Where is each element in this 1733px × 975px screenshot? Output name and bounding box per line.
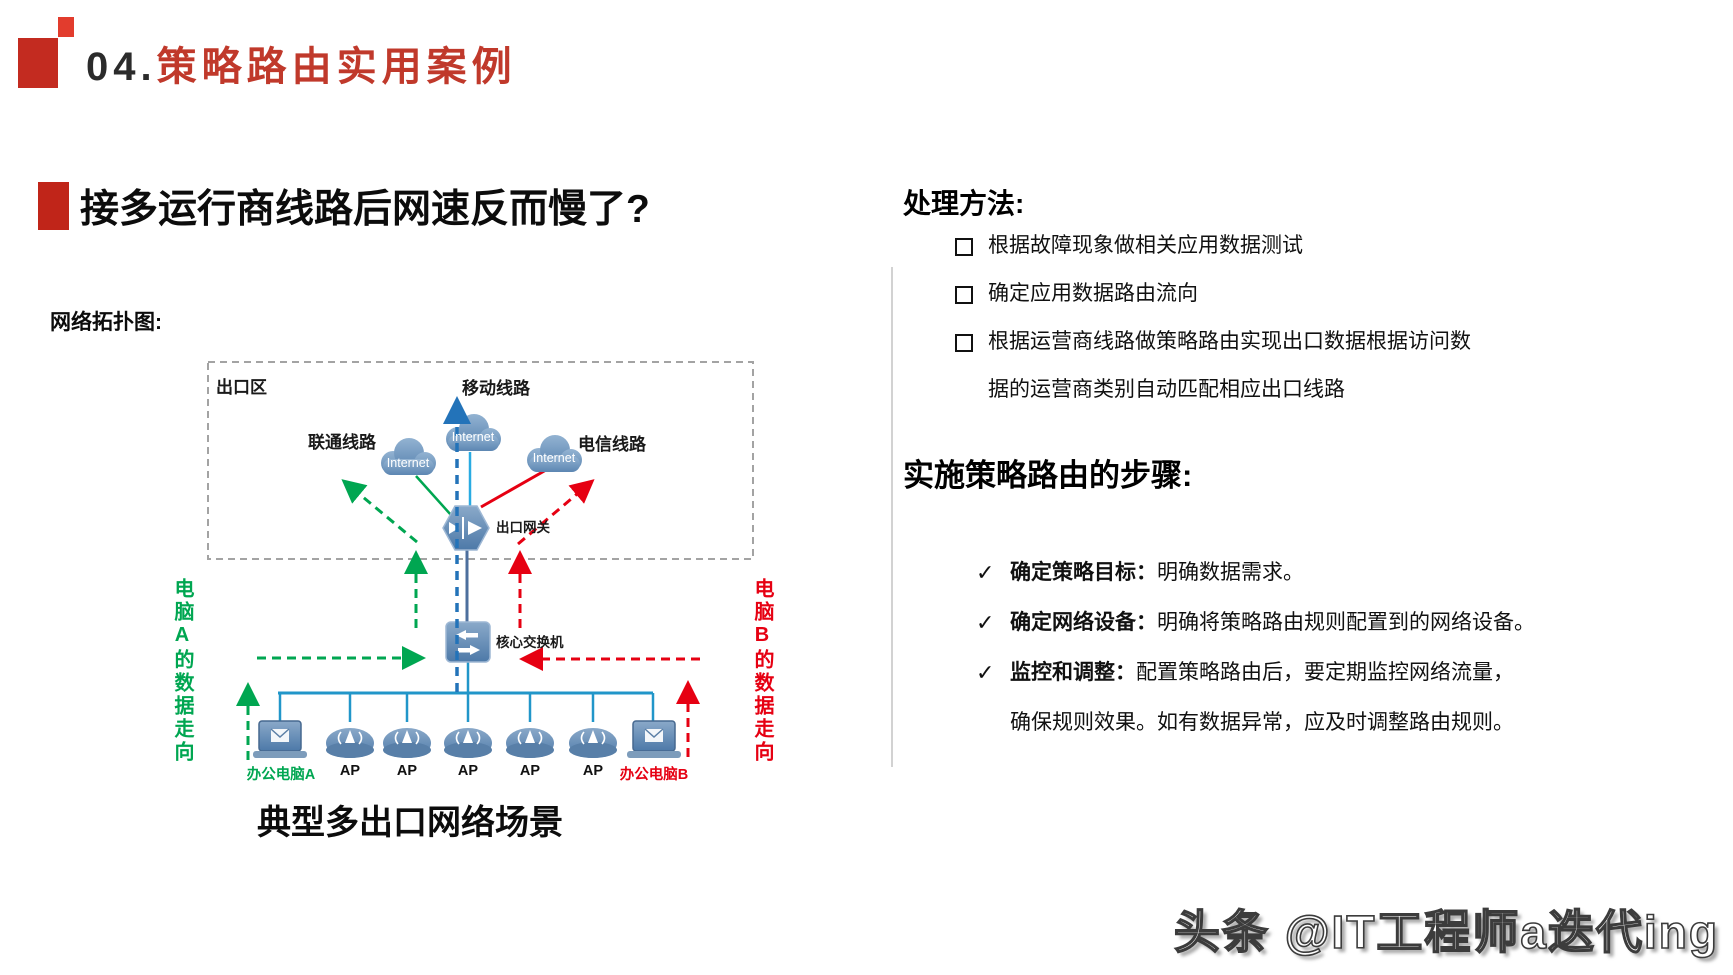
step-desc-line1: 配置策略路由后，要定期监控网络流量， — [1136, 661, 1514, 684]
device-drop-lines — [278, 693, 655, 722]
step-label: 监控和调整 — [1010, 661, 1115, 684]
topology-diagram — [207, 361, 754, 760]
heading-marker-square — [38, 182, 69, 230]
step-text: 监控和调整：配置策略路由后，要定期监控网络流量， 确保规则效果。如有数据异常，应及… — [1010, 648, 1545, 748]
check-icon: ✓ — [976, 610, 995, 635]
flow-a-arrows — [236, 479, 428, 760]
method-text-line2: 据的运营商类别自动匹配相应出口线路 — [988, 378, 1345, 401]
section-number: 04. — [86, 45, 157, 89]
internet-label-telecom: Internet — [532, 451, 576, 465]
gateway-icon — [442, 505, 490, 551]
diagram-caption: 典型多出口网络场景 — [257, 804, 563, 842]
internet-label-unicom: Internet — [386, 456, 430, 470]
page-title: 04.策略路由实用案例 — [86, 34, 517, 92]
methods-list: 根据故障现象做相关应用数据测试 确定应用数据路由流向 根据运营商线路做策略路由实… — [955, 222, 1535, 414]
laptop-a-icon — [253, 720, 307, 758]
device-label-ap5: AP — [582, 763, 604, 779]
step-text: 确定策略目标：明确数据需求。 — [1010, 548, 1545, 598]
gateway-label: 出口网关 — [496, 520, 550, 535]
device-label-ap4: AP — [519, 763, 541, 779]
square-bullet-icon — [955, 334, 973, 352]
exit-zone-label: 出口区 — [216, 378, 267, 397]
step-text: 确定网络设备：明确将策略路由规则配置到的网络设备。 — [1010, 598, 1545, 648]
topology-label: 网络拓扑图: — [50, 311, 162, 334]
step-desc-line2: 确保规则效果。如有数据异常，应及时调整路由规则。 — [1010, 711, 1514, 734]
watermark: 头条 @IT工程师a迭代ing — [1173, 905, 1719, 959]
step-desc: 明确数据需求。 — [1157, 561, 1304, 584]
telecom-line-label: 电信线路 — [578, 435, 646, 454]
square-bullet-icon — [955, 286, 973, 304]
steps-list: ✓ 确定策略目标：明确数据需求。 ✓ 确定网络设备：明确将策略路由规则配置到的网… — [976, 548, 1546, 748]
method-item: 确定应用数据路由流向 — [955, 270, 1535, 318]
exit-zone-box — [207, 361, 754, 560]
telecom-link-line — [480, 468, 547, 509]
square-bullet-icon — [955, 238, 973, 256]
check-icon: ✓ — [976, 560, 995, 585]
steps-title: 实施策略路由的步骤: — [903, 458, 1193, 493]
check-icon: ✓ — [976, 660, 995, 685]
step-desc: 明确将策略路由规则配置到的网络设备。 — [1157, 611, 1535, 634]
decor-square-small — [58, 17, 74, 37]
method-text: 根据运营商线路做策略路由实现出口数据根据访问数 据的运营商类别自动匹配相应出口线路 — [988, 318, 1528, 414]
device-label-ap1: AP — [339, 763, 361, 779]
flow-a-caption: 电脑A的数据走向 — [171, 578, 193, 764]
section-title: 策略路由实用案例 — [156, 45, 517, 89]
question-heading: 接多运行商线路后网速反而慢了? — [80, 188, 650, 231]
unicom-line-label: 联通线路 — [308, 433, 376, 452]
method-item: 根据运营商线路做策略路由实现出口数据根据访问数 据的运营商类别自动匹配相应出口线路 — [955, 318, 1535, 414]
device-label-ap3: AP — [457, 763, 479, 779]
method-item: 根据故障现象做相关应用数据测试 — [955, 222, 1535, 270]
method-text-line1: 根据运营商线路做策略路由实现出口数据根据访问数 — [988, 330, 1471, 353]
decor-square-big — [18, 38, 58, 88]
methods-title: 处理方法: — [903, 188, 1025, 219]
ap-icons — [326, 728, 617, 758]
flow-b-caption: 电脑B的数据走向 — [751, 578, 773, 764]
core-switch-icon — [445, 621, 491, 663]
step-colon: ： — [1136, 611, 1157, 634]
device-label-pc-a: 办公电脑A — [246, 767, 316, 783]
laptop-b-icon — [627, 720, 681, 758]
vertical-divider — [891, 267, 893, 767]
step-colon: ： — [1136, 561, 1157, 584]
step-item: ✓ 监控和调整：配置策略路由后，要定期监控网络流量， 确保规则效果。如有数据异常，… — [976, 648, 1546, 748]
flow-b-arrows — [508, 479, 700, 757]
switch-label: 核心交换机 — [496, 635, 564, 650]
device-label-pc-b: 办公电脑B — [619, 767, 689, 783]
device-label-ap2: AP — [396, 763, 418, 779]
method-text: 确定应用数据路由流向 — [988, 282, 1198, 305]
method-text: 根据故障现象做相关应用数据测试 — [988, 234, 1303, 257]
step-colon: ： — [1115, 661, 1136, 684]
step-label: 确定策略目标 — [1010, 561, 1136, 584]
mobile-line-label: 移动线路 — [462, 379, 530, 398]
step-label: 确定网络设备 — [1010, 611, 1136, 634]
unicom-link-line — [415, 475, 452, 516]
step-item: ✓ 确定网络设备：明确将策略路由规则配置到的网络设备。 — [976, 598, 1546, 648]
internet-label-mobile: Internet — [451, 430, 495, 444]
step-item: ✓ 确定策略目标：明确数据需求。 — [976, 548, 1546, 598]
